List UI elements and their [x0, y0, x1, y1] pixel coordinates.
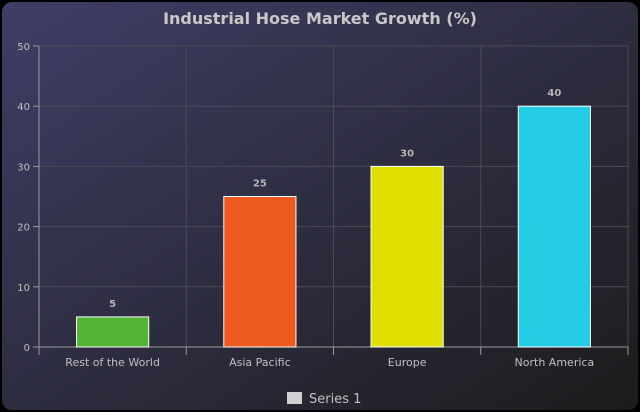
- y-tick-label: 40: [17, 102, 30, 113]
- x-tick-label: Europe: [388, 356, 427, 369]
- x-tick-label: Asia Pacific: [229, 356, 291, 369]
- bar[interactable]: [223, 196, 297, 348]
- labels: 5 Rest of the World 25 Asia Pacific 30 Europe…: [65, 88, 594, 369]
- bars: [76, 105, 591, 348]
- bar[interactable]: [517, 105, 591, 348]
- data-label: 25: [253, 179, 267, 190]
- bar[interactable]: [370, 165, 444, 348]
- y-tick-label: 50: [17, 42, 30, 53]
- y-tick-label: 20: [17, 223, 30, 234]
- legend[interactable]: Series 1: [287, 392, 361, 407]
- data-label: 40: [547, 88, 561, 99]
- legend-swatch[interactable]: [287, 392, 302, 404]
- chart-title: Industrial Hose Market Growth (%): [163, 9, 477, 28]
- x-tick-label: North America: [515, 356, 595, 369]
- y-tick-label: 10: [17, 283, 30, 294]
- legend-label[interactable]: Series 1: [309, 392, 361, 407]
- bar[interactable]: [76, 316, 150, 348]
- y-tick-label: 30: [17, 162, 30, 173]
- x-tick-label: Rest of the World: [65, 356, 160, 369]
- data-label: 5: [109, 299, 116, 310]
- y-tick-label: 0: [24, 343, 30, 354]
- data-label: 30: [400, 148, 414, 159]
